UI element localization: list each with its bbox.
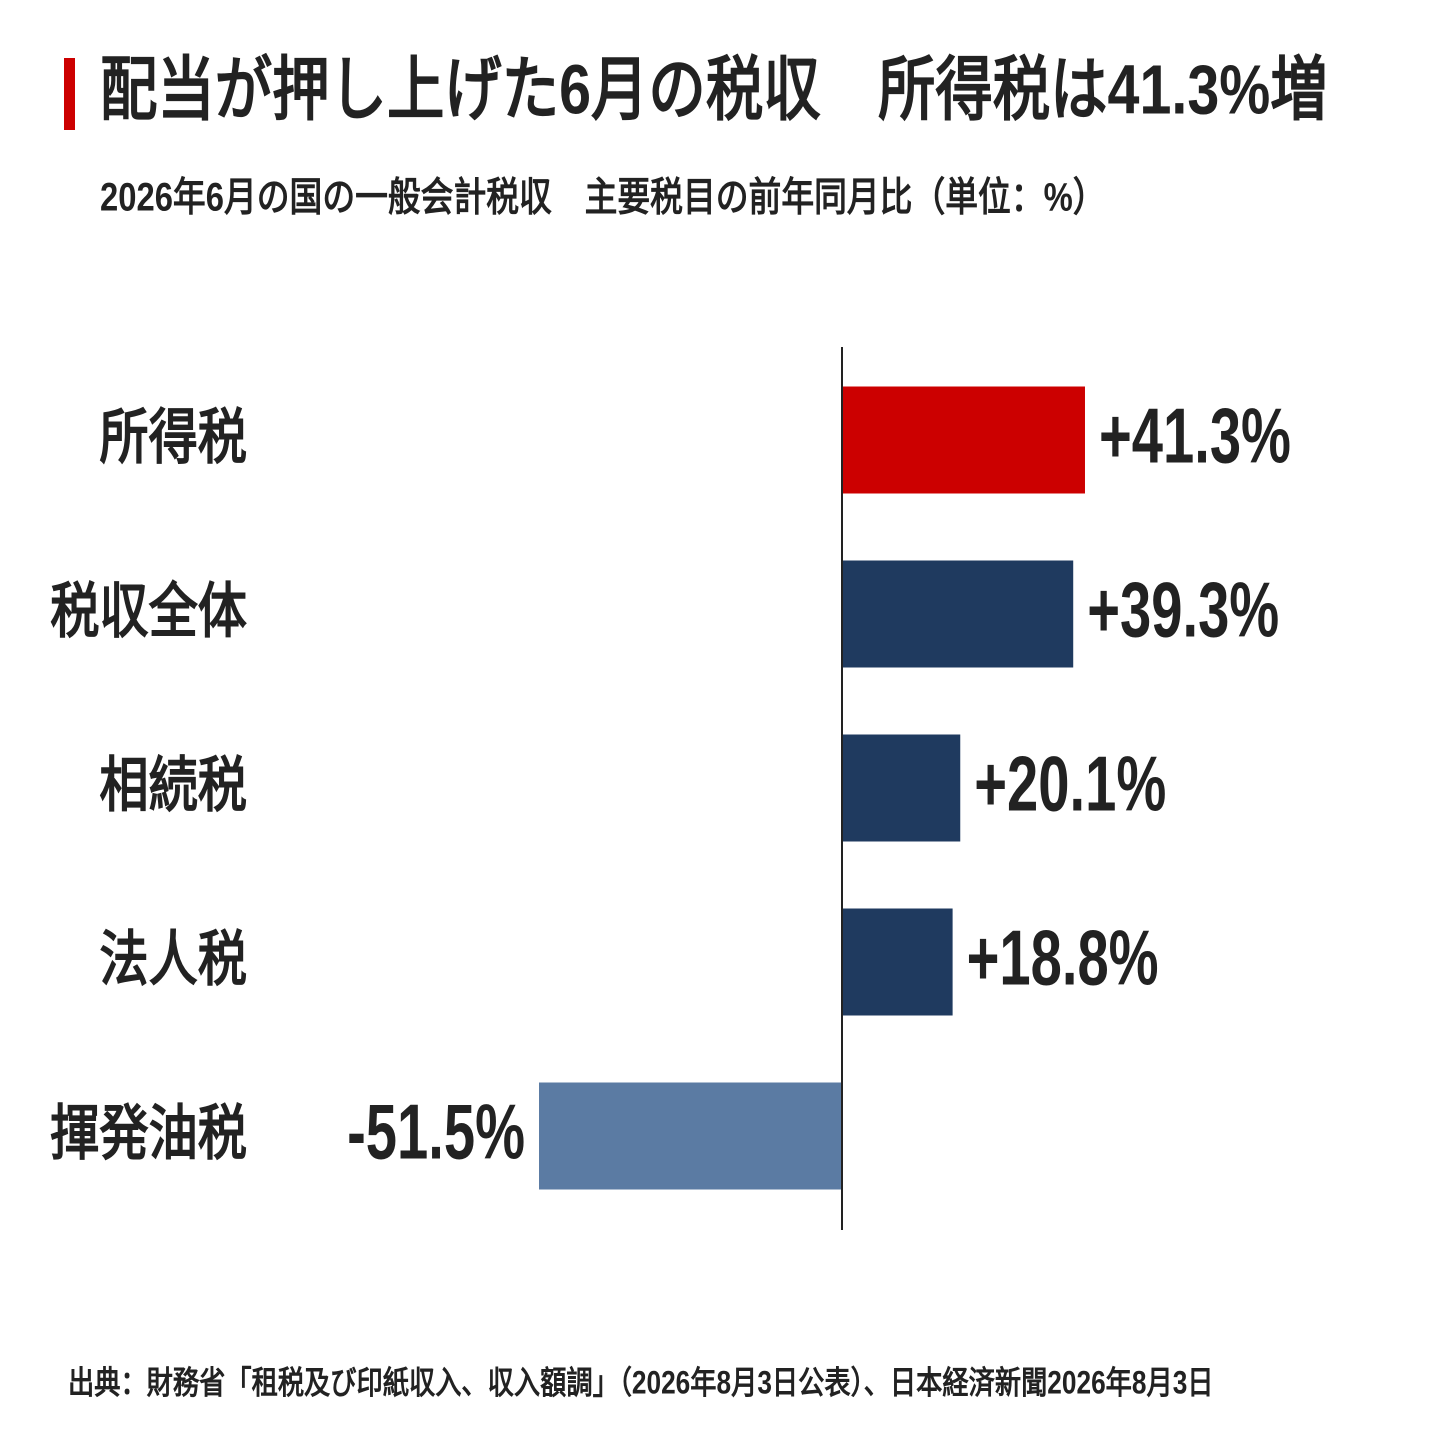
value-label: +18.8% — [967, 915, 1159, 1002]
bar — [842, 560, 1074, 668]
value-label: +20.1% — [974, 741, 1166, 828]
chart-title: 配当が押し上げた6月の税収 所得税は41.3%増 — [100, 50, 1328, 129]
bar — [842, 908, 953, 1016]
y-tick-label: 法人税 — [99, 925, 247, 993]
chart-subtitle: 2026年6月の国の一般会計税収 主要税目の前年同月比（単位：%） — [100, 174, 1106, 219]
bar — [842, 734, 961, 842]
y-tick-label: 税収全体 — [50, 577, 247, 645]
source: 出典：財務省「租税及び印紙収入、収入額調」（2026年8月3日公表）、日本経済新… — [68, 1364, 1214, 1401]
value-label: -51.5% — [347, 1089, 525, 1176]
title-accent — [64, 58, 75, 130]
y-tick-label: 所得税 — [99, 403, 247, 471]
value-label: +41.3% — [1099, 393, 1291, 480]
bar — [539, 1082, 842, 1190]
value-label: +39.3% — [1087, 567, 1279, 654]
y-tick-label: 相続税 — [99, 751, 247, 819]
y-tick-label: 揮発油税 — [50, 1099, 247, 1167]
bar — [842, 386, 1085, 494]
